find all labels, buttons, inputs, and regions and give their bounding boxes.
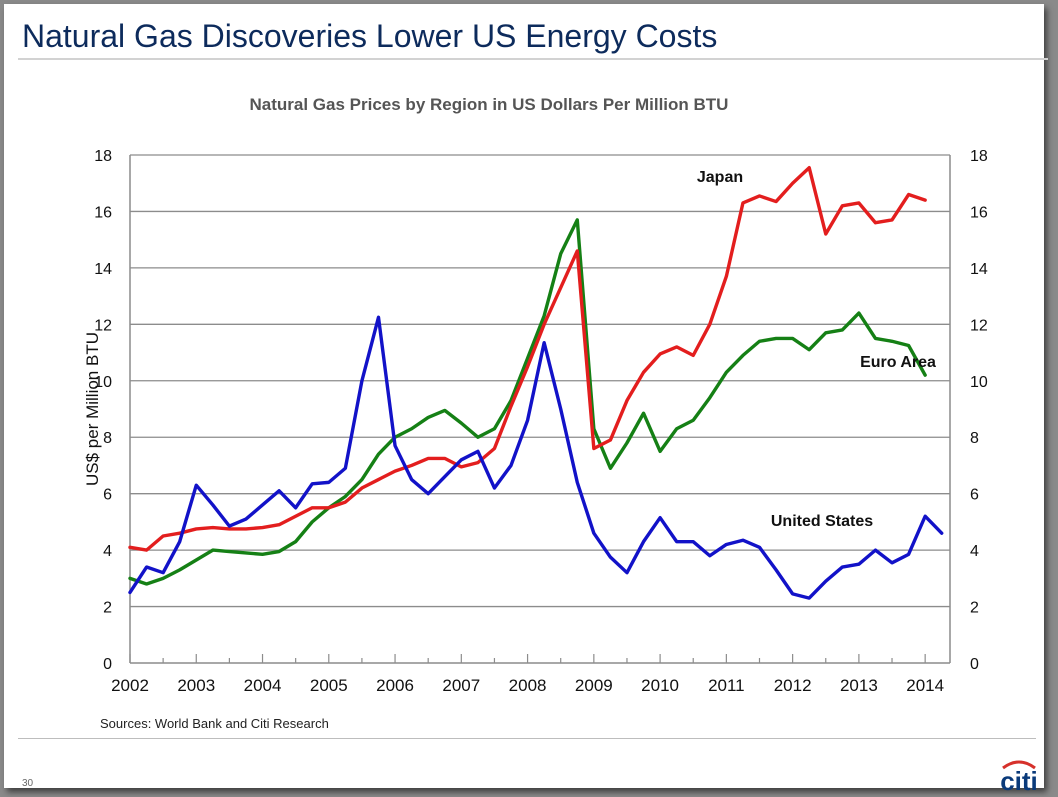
series-line-united-states <box>128 315 944 600</box>
y-tick-label-left: 6 <box>103 487 112 504</box>
y-tick-label-left: 12 <box>94 317 112 334</box>
x-axis-ticks: 2002 2003 2004 2005 2006 2007 2008 2009 2010 2011… <box>111 654 944 695</box>
series-lines <box>128 165 944 600</box>
x-tick-label: 2013 <box>840 676 878 695</box>
y-tick-label-right: 0 <box>970 656 979 673</box>
y-tick-label-left: 18 <box>94 148 112 165</box>
y-tick-label-left: 10 <box>94 374 112 391</box>
x-tick-label: 2002 <box>111 676 149 695</box>
citi-logo-text: citi <box>1000 766 1038 794</box>
slide: Natural Gas Discoveries Lower US Energy … <box>4 4 1048 794</box>
y-tick-label-left: 16 <box>94 204 112 221</box>
y-axis-right-ticks: 0 2 4 6 8 10 12 14 16 18 <box>970 148 988 673</box>
x-tick-label: 2007 <box>442 676 480 695</box>
y-tick-label-left: 2 <box>103 600 112 617</box>
y-tick-label-left: 4 <box>103 543 112 560</box>
y-tick-label-right: 10 <box>970 374 988 391</box>
y-tick-label-right: 6 <box>970 487 979 504</box>
series-label-euro-area: Euro Area <box>860 354 936 371</box>
footer-divider <box>18 738 1036 739</box>
y-tick-label-right: 8 <box>970 430 979 447</box>
y-axis-label: US$ per Million BTU <box>83 332 102 486</box>
x-tick-label: 2010 <box>641 676 679 695</box>
x-tick-label: 2011 <box>708 676 745 695</box>
x-tick-label: 2004 <box>244 676 282 695</box>
y-tick-label-right: 18 <box>970 148 988 165</box>
y-tick-label-right: 2 <box>970 600 979 617</box>
chart-title: Natural Gas Prices by Region in US Dolla… <box>250 95 729 114</box>
x-tick-label: 2009 <box>575 676 613 695</box>
y-tick-label-right: 4 <box>970 543 979 560</box>
citi-logo-icon: citi <box>1000 760 1038 794</box>
y-tick-label-right: 16 <box>970 204 988 221</box>
x-tick-label: 2005 <box>310 676 348 695</box>
series-label-japan: Japan <box>697 169 743 186</box>
gridlines <box>130 154 950 608</box>
y-tick-label-right: 14 <box>970 261 988 278</box>
y-tick-label-right: 12 <box>970 317 988 334</box>
y-tick-label-left: 8 <box>103 430 112 447</box>
y-tick-label-left: 14 <box>94 261 112 278</box>
page-number: 30 <box>22 778 34 789</box>
series-line-euro-area <box>128 218 927 586</box>
slide-title: Natural Gas Discoveries Lower US Energy … <box>22 18 718 54</box>
x-tick-label: 2012 <box>774 676 812 695</box>
series-line-japan <box>128 165 927 552</box>
x-tick-label: 2008 <box>509 676 547 695</box>
x-tick-label: 2003 <box>177 676 215 695</box>
y-tick-label-left: 0 <box>103 656 112 673</box>
series-label-united-states: United States <box>771 513 873 530</box>
sources-note: Sources: World Bank and Citi Research <box>100 716 329 731</box>
y-axis-left-ticks: 0 2 4 6 8 10 12 14 16 18 <box>94 148 112 673</box>
x-tick-label: 2014 <box>906 676 944 695</box>
x-tick-label: 2006 <box>376 676 414 695</box>
citi-logo-arc <box>1002 760 1036 770</box>
title-divider <box>18 58 1048 60</box>
